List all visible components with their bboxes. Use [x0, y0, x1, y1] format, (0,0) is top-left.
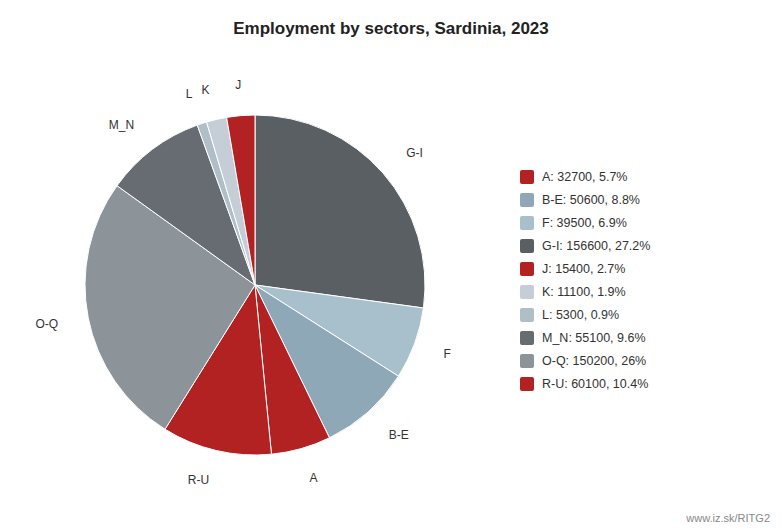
legend-label: J: 15400, 2.7% — [542, 262, 625, 276]
slice — [227, 115, 255, 285]
legend: A: 32700, 5.7% B-E: 50600, 8.8% F: 39500, … — [520, 170, 650, 391]
legend-label: K: 11100, 1.9% — [542, 285, 626, 299]
legend-label: M_N: 55100, 9.6% — [542, 331, 646, 345]
legend-swatch — [520, 216, 534, 230]
slice-label: J — [235, 78, 241, 92]
watermark: www.iz.sk/RITG2 — [685, 512, 770, 524]
slice-label: M_N — [109, 118, 134, 132]
slice-label: O-Q — [36, 317, 59, 331]
legend-label: A: 32700, 5.7% — [542, 170, 627, 184]
slice-label: B-E — [389, 428, 409, 442]
legend-swatch — [520, 170, 534, 184]
legend-label: L: 5300, 0.9% — [542, 308, 619, 322]
legend-swatch — [520, 354, 534, 368]
legend-swatch — [520, 239, 534, 253]
legend-label: R-U: 60100, 10.4% — [542, 377, 648, 391]
slice-label: F — [443, 347, 450, 361]
slice-label: R-U — [188, 473, 209, 487]
legend-swatch — [520, 308, 534, 322]
title: Employment by sectors, Sardinia, 2023 — [233, 19, 549, 38]
slice-label: L — [186, 87, 193, 101]
slice-label: G-I — [406, 146, 423, 160]
legend-swatch — [520, 262, 534, 276]
slices — [85, 115, 425, 455]
legend-swatch — [520, 285, 534, 299]
legend-label: G-I: 156600, 27.2% — [542, 239, 650, 253]
legend-swatch — [520, 193, 534, 207]
chart: Employment by sectors, Sardinia, 2023 G-I… — [0, 0, 782, 532]
slice-label: K — [202, 83, 210, 97]
legend-label: F: 39500, 6.9% — [542, 216, 627, 230]
legend-swatch — [520, 377, 534, 391]
legend-label: O-Q: 150200, 26% — [542, 354, 646, 368]
slice — [255, 115, 425, 308]
legend-swatch — [520, 331, 534, 345]
chart-container: Employment by sectors, Sardinia, 2023 G-I… — [0, 0, 782, 532]
legend-label: B-E: 50600, 8.8% — [542, 193, 640, 207]
slice-labels: G-I F B-E A R-U O-Q M_N LK J — [36, 78, 451, 487]
slice-label: A — [310, 471, 318, 485]
